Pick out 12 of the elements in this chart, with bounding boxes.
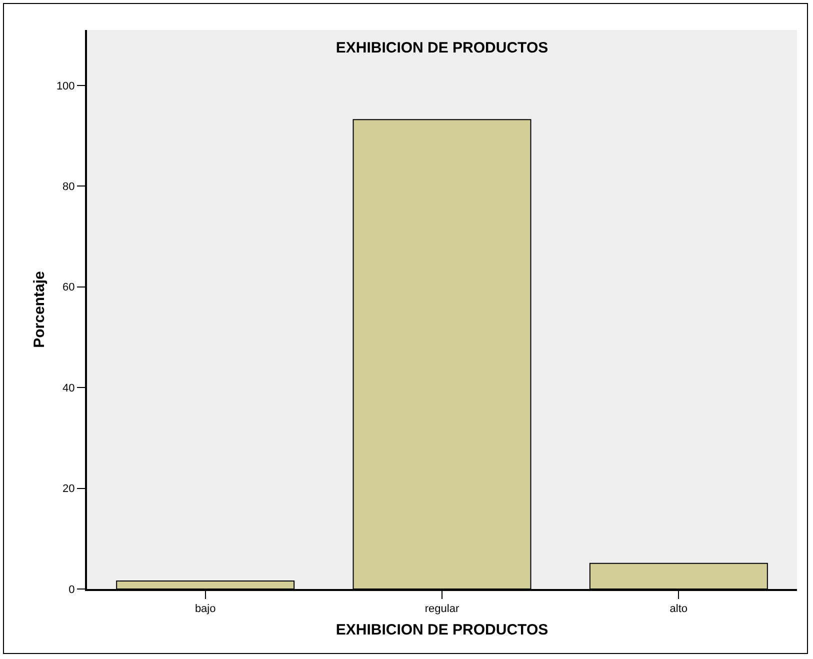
x-tick-label: bajo [194,603,216,616]
y-tick-label: 60 [62,282,75,294]
x-tick-label: alto [670,603,688,616]
x-tick-label: regular [424,603,460,616]
y-tick-label: 0 [68,584,75,596]
text: EXHIBICION DE PRODUCTOS [336,39,548,56]
y-tick-label: 100 [56,80,75,92]
x-axis-title: EXHIBICION DE PRODUCTOS [336,622,548,639]
y-tick-label: 20 [62,483,75,496]
y-tick-label: 80 [62,180,75,193]
y-tick-label: 40 [62,382,75,394]
y-axis-title: Porcentaje [31,271,48,348]
